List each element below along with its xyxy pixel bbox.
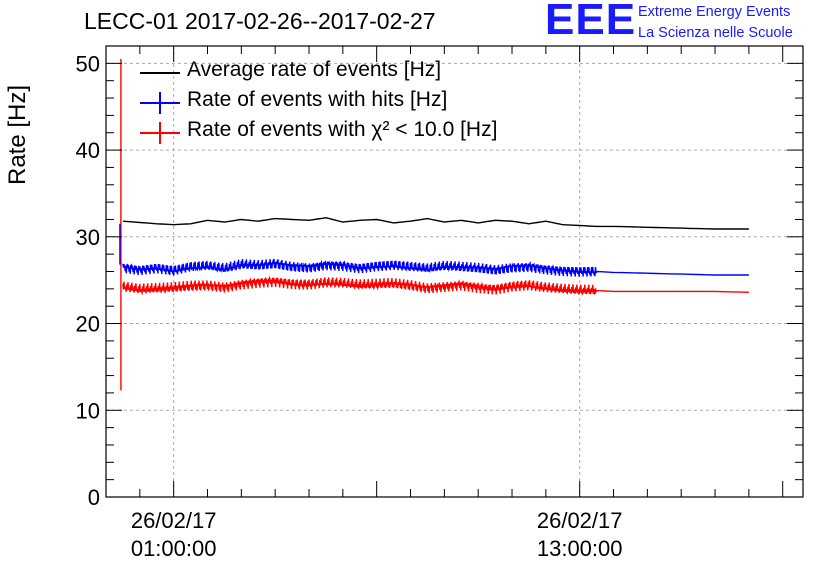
x-tick-label-time: 01:00:00: [130, 536, 217, 561]
grid-lines: [106, 46, 803, 497]
y-tick-label-50: 50: [76, 51, 100, 76]
y-tick-label-30: 30: [76, 225, 100, 250]
legend-swatch-average: [140, 72, 180, 74]
logo-mark: EEE: [545, 0, 637, 44]
plot-frame: [105, 45, 804, 498]
series-lines: [119, 59, 749, 391]
legend-label-average: Average rate of events [Hz]: [187, 58, 442, 81]
logo-line-1: Extreme Energy Events: [638, 4, 791, 20]
chart-title: LECC-01 2017-02-26--2017-02-27: [84, 8, 436, 34]
legend-label-hits: Rate of events with hits [Hz]: [187, 88, 448, 111]
series-line-0: [122, 216, 749, 230]
legend-swatch-chi2-vertical: [159, 122, 161, 144]
x-tick-label-time: 13:00:00: [536, 536, 623, 561]
x-tick-label-1: 26/02/17 13:00:00: [500, 507, 660, 563]
y-tick-label-0: 0: [88, 485, 100, 510]
x-tick-label-0: 26/02/17 01:00:00: [94, 507, 254, 563]
x-tick-label-date: 26/02/17: [130, 508, 217, 533]
series-line-1: [122, 258, 749, 277]
x-tick-label-date: 26/02/17: [536, 508, 623, 533]
series-line-2: [122, 275, 749, 296]
legend-label-chi2: Rate of events with χ² < 10.0 [Hz]: [187, 118, 498, 141]
legend-swatch-hits-vertical: [159, 92, 161, 114]
y-axis-label: Rate [Hz]: [4, 84, 31, 185]
axes: 0 10 20 30 40 50: [76, 45, 804, 510]
y-tick-label-20: 20: [76, 312, 100, 337]
y-tick-label-40: 40: [76, 138, 100, 163]
y-tick-label-10: 10: [76, 398, 100, 423]
logo-line-2: La Scienza nelle Scuole: [638, 25, 793, 41]
